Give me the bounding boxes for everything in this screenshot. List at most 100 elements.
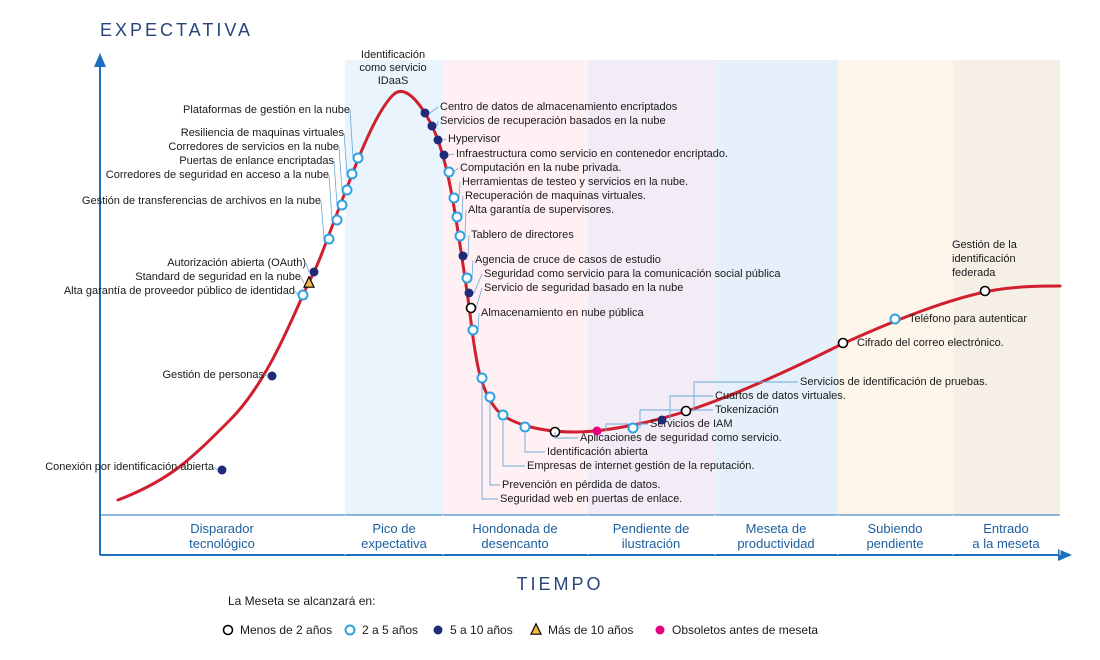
marker	[428, 122, 437, 131]
marker	[839, 339, 848, 348]
legend-item: Menos de 2 años	[240, 623, 332, 637]
marker	[440, 151, 449, 160]
marker	[629, 424, 638, 433]
point-label: Centro de datos de almacenamiento encrip…	[440, 101, 678, 113]
marker	[325, 235, 334, 244]
point-label: Seguridad web en puertas de enlace.	[500, 493, 682, 505]
marker	[453, 213, 462, 222]
point-label: Almacenamiento en nube pública	[481, 307, 645, 319]
marker	[346, 626, 355, 635]
marker	[463, 274, 472, 283]
phase-label: Hondonada de	[472, 521, 557, 536]
marker	[348, 170, 357, 179]
marker	[421, 109, 430, 118]
point-label: Plataformas de gestión en la nube	[183, 104, 350, 116]
point-label: Tablero de directores	[471, 229, 574, 241]
marker	[656, 626, 665, 635]
svg-text:ilustración: ilustración	[622, 536, 681, 551]
marker	[469, 326, 478, 335]
point-label: Alta garantía de proveedor público de id…	[64, 285, 295, 297]
marker	[486, 393, 495, 402]
legend-item: 5 a 10 años	[450, 623, 513, 637]
point-label: Herramientas de testeo y servicios en la…	[462, 176, 688, 188]
svg-text:productividad: productividad	[737, 536, 814, 551]
marker	[531, 624, 541, 634]
point-label: Empresas de internet gestión de la reput…	[527, 460, 754, 472]
marker	[333, 216, 342, 225]
marker	[434, 626, 443, 635]
svg-text:IDaaS: IDaaS	[378, 75, 409, 87]
marker	[310, 268, 319, 277]
svg-text:como servicio: como servicio	[359, 62, 426, 74]
marker	[445, 168, 454, 177]
point-label: Computación en la nube privada.	[460, 162, 621, 174]
point-label: Servicios de recuperación basados en la …	[440, 115, 666, 127]
marker	[521, 423, 530, 432]
point-label: Gestión de la	[952, 239, 1018, 251]
marker	[593, 427, 602, 436]
point-label: Prevención en pérdida de datos.	[502, 479, 660, 491]
svg-text:tecnológico: tecnológico	[189, 536, 255, 551]
point-label: Recuperación de maquinas virtuales.	[465, 190, 646, 202]
point-label: Aplicaciones de seguridad como servicio.	[580, 432, 782, 444]
marker	[465, 289, 474, 298]
x-axis-title: TIEMPO	[516, 574, 603, 594]
svg-text:desencanto: desencanto	[481, 536, 548, 551]
marker	[218, 466, 227, 475]
point-label: Servicios de identificación de pruebas.	[800, 376, 988, 388]
point-label: Cuartos de datos virtuales.	[715, 390, 846, 402]
marker	[338, 201, 347, 210]
point-label: Infraestructura como servicio en contene…	[456, 148, 728, 160]
y-axis-title: EXPECTATIVA	[100, 20, 253, 40]
phase-label: Disparador	[190, 521, 254, 536]
marker	[434, 136, 443, 145]
phase-band	[838, 60, 953, 515]
point-label: Resiliencia de maquinas virtuales	[181, 127, 345, 139]
marker	[981, 287, 990, 296]
phase-label: Meseta de	[746, 521, 807, 536]
marker	[499, 411, 508, 420]
point-label: Puertas de enlance encriptadas	[179, 155, 334, 167]
phase-label: Pendiente de	[613, 521, 690, 536]
point-label: Teléfono para autenticar	[909, 313, 1027, 325]
svg-text:federada: federada	[952, 267, 996, 279]
marker	[268, 372, 277, 381]
point-label: Gestión de transferencias de archivos en…	[82, 195, 321, 207]
point-label: Alta garantía de supervisores.	[468, 204, 614, 216]
marker	[478, 374, 487, 383]
y-axis-arrow	[94, 53, 106, 67]
marker	[459, 252, 468, 261]
phase-label: Entrado	[983, 521, 1029, 536]
legend-item: Más de 10 años	[548, 623, 633, 637]
point-label: Seguridad como servicio para la comunica…	[484, 268, 781, 280]
marker	[299, 291, 308, 300]
svg-text:expectativa: expectativa	[361, 536, 428, 551]
marker	[682, 407, 691, 416]
marker	[467, 304, 476, 313]
marker	[224, 626, 233, 635]
marker	[354, 154, 363, 163]
point-label: Tokenización	[715, 404, 779, 416]
svg-text:pendiente: pendiente	[866, 536, 923, 551]
legend-title: La Meseta se alcanzará en:	[228, 594, 375, 608]
marker	[891, 315, 900, 324]
marker	[456, 232, 465, 241]
point-label: Hypervisor	[448, 133, 501, 145]
point-label: Corredores de seguridad en acceso a la n…	[106, 169, 329, 181]
point-label: Agencia de cruce de casos de estudio	[475, 254, 661, 266]
point-label: Conexión por identificación abierta	[45, 461, 215, 473]
peak-label: Identificación	[361, 49, 425, 61]
marker	[658, 416, 667, 425]
svg-text:a la meseta: a la meseta	[972, 536, 1040, 551]
legend-item: 2 a 5 años	[362, 623, 418, 637]
legend-item: Obsoletos antes de meseta	[672, 623, 818, 637]
point-label: Autorización abierta (OAuth)	[167, 257, 306, 269]
hype-cycle-chart: EXPECTATIVA TIEMPO Identificacióncomo serv…	[0, 0, 1100, 660]
point-label: Identificación abierta	[547, 446, 649, 458]
marker	[450, 194, 459, 203]
marker	[343, 186, 352, 195]
phase-band	[715, 60, 838, 515]
svg-text:identificación: identificación	[952, 253, 1016, 265]
point-label: Standard de seguridad en la nube	[135, 271, 301, 283]
phase-label: Subiendo	[868, 521, 923, 536]
